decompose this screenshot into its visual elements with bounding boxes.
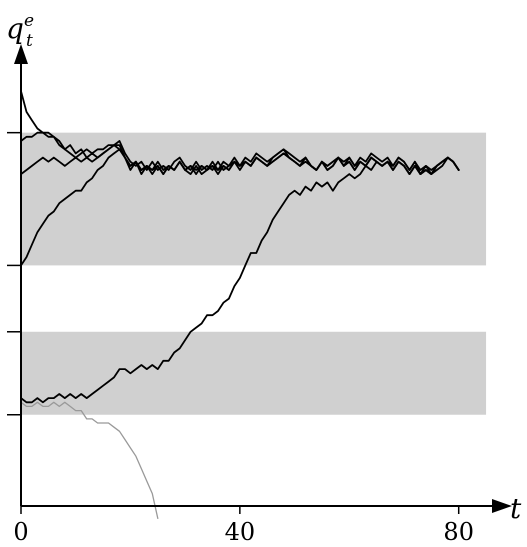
y-axis-label-sub: t (26, 31, 33, 51)
x-axis-label: t (510, 492, 522, 525)
x-axis-arrow-icon (492, 499, 512, 513)
x-tick-label-1: 0 (13, 518, 28, 546)
band-1 (21, 132, 487, 266)
y-axis-arrow-icon (14, 44, 28, 64)
series-5-line (20, 156, 460, 404)
x-tick-label-2: 40 (225, 518, 256, 546)
y-axis-label-base: q (6, 12, 24, 45)
x-ticks: 0 40 80 (13, 506, 474, 546)
series-6-line (20, 401, 159, 520)
series-layer (20, 90, 460, 520)
x-tick-label-3: 80 (443, 518, 474, 546)
y-ticks (7, 131, 21, 416)
axes (14, 44, 512, 513)
y-axis-label: qe t (6, 11, 34, 51)
y-axis-label-sup: e (24, 11, 34, 31)
band-2 (21, 331, 487, 415)
background-bands (21, 132, 487, 415)
